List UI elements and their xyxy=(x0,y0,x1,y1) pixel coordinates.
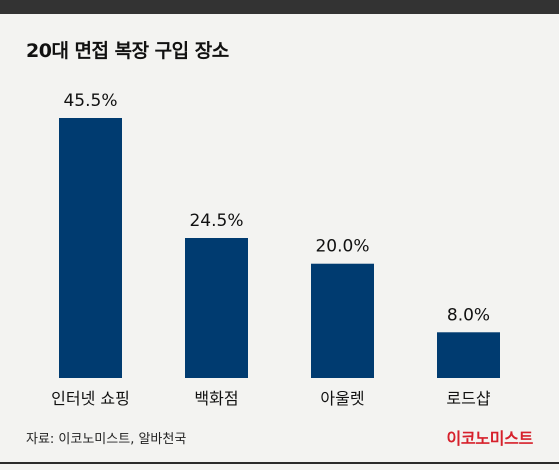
brand-logo: 이코노미스트 xyxy=(446,429,533,448)
source-note: 자료: 이코노미스트, 알바천국 xyxy=(26,432,187,447)
bar-1 xyxy=(59,118,122,378)
bottom-rule xyxy=(0,462,559,464)
value-label-1: 45.5% xyxy=(63,91,117,111)
bar-4 xyxy=(437,332,500,378)
bar-2 xyxy=(185,238,248,378)
bar-chart: 45.5% 인터넷 쇼핑 24.5% 백화점 20.0% 아울렛 8.0% 로드샵 xyxy=(51,91,500,408)
chart-title: 20대 면접 복장 구입 장소 xyxy=(26,40,229,62)
category-label-1: 인터넷 쇼핑 xyxy=(51,389,130,408)
bar-3 xyxy=(311,263,374,378)
category-label-3: 아울렛 xyxy=(320,389,364,408)
value-label-3: 20.0% xyxy=(315,237,369,257)
value-label-4: 8.0% xyxy=(447,305,490,325)
category-label-4: 로드샵 xyxy=(446,389,490,408)
top-band xyxy=(0,0,559,14)
value-label-2: 24.5% xyxy=(189,211,243,231)
category-label-2: 백화점 xyxy=(194,389,238,408)
